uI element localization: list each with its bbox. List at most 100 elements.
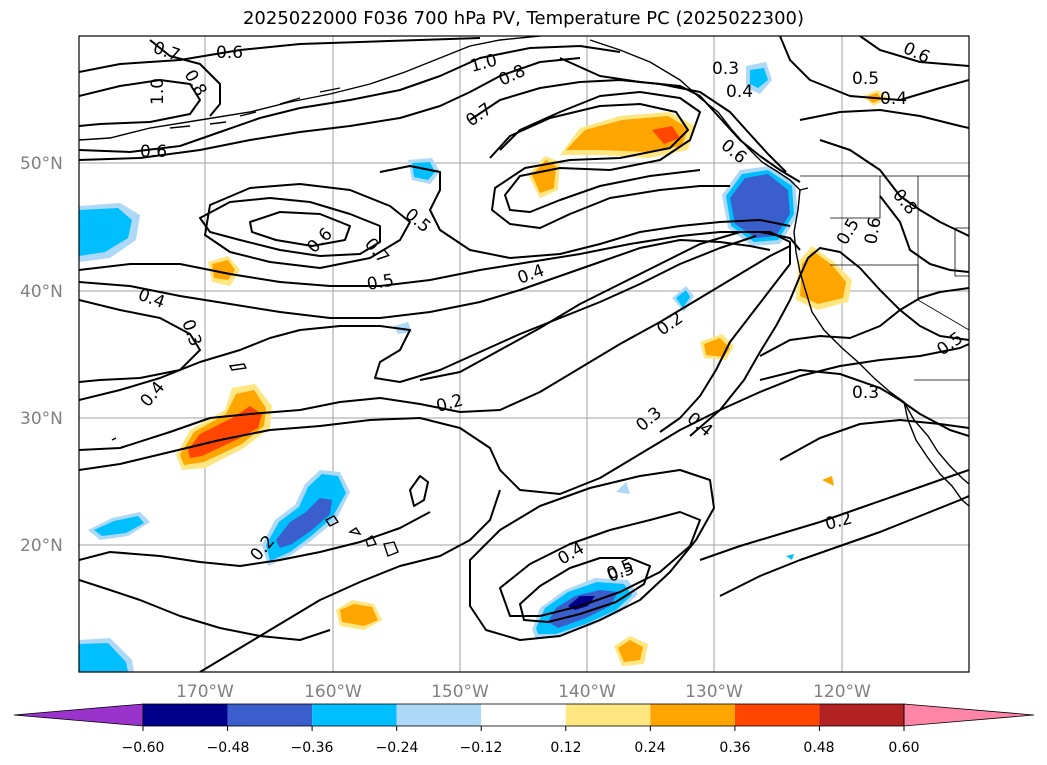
- warm-anomaly-california-core: [800, 251, 846, 304]
- map-title: 2025022000 F036 700 hPa PV, Temperature …: [242, 8, 805, 29]
- colorbar-segment: [650, 704, 735, 726]
- lon-label-120w: 120°W: [813, 682, 871, 702]
- pv-contour-small-loop: [409, 475, 429, 507]
- warm-anomaly-tiny: [822, 476, 834, 486]
- pv-contour-canada: [819, 139, 969, 237]
- pv-contour-0.2-south: [79, 343, 969, 495]
- contour-label: 0.4: [880, 89, 907, 109]
- colorbar-segment: [312, 704, 397, 726]
- lon-label-170w: 170°W: [176, 682, 234, 702]
- pv-contour-0.4-wave: [79, 235, 757, 401]
- warm-anomaly-small-b-core: [212, 260, 235, 280]
- pv-contour-0.3-east: [759, 369, 969, 437]
- cold-anomaly-tiny: [786, 554, 794, 560]
- map-background: [79, 36, 969, 672]
- contour-label: 0.5: [852, 69, 879, 89]
- colorbar-segment: [227, 704, 313, 726]
- pv-contour-0.8-north-b: [149, 39, 221, 117]
- contour-label: 0.3: [852, 383, 879, 403]
- colorbar-tick-label: −0.60: [122, 740, 165, 756]
- alaska-coastline: [79, 36, 541, 141]
- colorbar-frame: [142, 703, 905, 727]
- pv-contour-0.2-east: [699, 469, 969, 561]
- pv-contour-0.5-south-loop: [519, 557, 651, 623]
- lat-label-50n: 50°N: [20, 154, 63, 174]
- colorbar-tick-label: 0.48: [803, 740, 834, 756]
- contour-label: 0.5: [365, 271, 395, 295]
- pv-contour-north-top: [79, 37, 481, 73]
- colorbar-segment: [565, 704, 651, 726]
- pv-contour-0.5-mid: [379, 165, 791, 259]
- cold-anomaly-west-core: [79, 208, 132, 256]
- longitude-labels: 170°W 160°W 150°W 140°W 130°W 120°W: [176, 682, 871, 702]
- pv-contour-0.3-south-loop: [469, 469, 715, 641]
- lon-label-160w: 160°W: [304, 682, 362, 702]
- temperature-anomaly-fills: [79, 62, 888, 672]
- warm-anomaly-central-pacific-peak: [188, 406, 262, 458]
- cold-anomaly-hawaii-peak: [276, 498, 332, 548]
- colorbar-segment: [481, 704, 566, 726]
- pv-contour-nevada: [879, 195, 969, 273]
- pv-contour-0.4-south-loop: [499, 511, 701, 617]
- lon-label-150w: 150°W: [431, 682, 489, 702]
- cold-anomaly-aleutian-core: [412, 162, 435, 180]
- contour-label: 0.6: [140, 142, 167, 162]
- cold-anomaly-small-d: [616, 482, 630, 494]
- colorbar-tick-label: −0.12: [460, 740, 503, 756]
- warm-anomaly-gulf-alaska-core: [566, 116, 688, 152]
- contour-label: 0.6: [861, 216, 885, 246]
- pv-contour-northeast-b: [799, 109, 969, 129]
- aleutian-islands: [169, 87, 341, 129]
- cold-anomaly-small-a-core: [676, 290, 690, 308]
- lon-label-140w: 140°W: [558, 682, 616, 702]
- warm-anomaly-small-c-core: [704, 338, 730, 357]
- pv-contour-0.4-east: [689, 247, 969, 437]
- colorbar-tick-label: 0.24: [634, 740, 665, 756]
- pv-contour-0.5-band: [79, 231, 801, 287]
- pv-contour-1.0-north: [79, 79, 201, 127]
- pv-contour-0.8-low: [199, 197, 381, 257]
- colorbar-tick-label: 0.12: [550, 740, 581, 756]
- colorbar-tick-labels: −0.60 −0.48 −0.36 −0.24 −0.12 0.12 0.24 …: [122, 740, 920, 756]
- colorbar-tick-label: −0.36: [291, 740, 334, 756]
- north-america-west-coast: [793, 189, 969, 485]
- warm-anomaly-gulf-alaska-peak: [652, 126, 680, 144]
- colorbar-extend-high: [903, 703, 1035, 727]
- pv-contour-0.2-west-low: [79, 579, 331, 641]
- cold-anomaly-small-c-core: [94, 516, 144, 536]
- colorbar-extend-low: [13, 703, 144, 727]
- lon-label-130w: 130°W: [685, 682, 743, 702]
- pv-contour-0.6-north: [79, 57, 581, 161]
- warm-anomaly-small-a-core: [532, 160, 556, 193]
- pv-contour-0.7: [469, 79, 787, 173]
- pv-contour-0.2-southeast: [719, 495, 969, 597]
- map-frame: [78, 35, 970, 673]
- cold-anomaly-bottom-left-core: [79, 643, 128, 672]
- pv-contour-gulf-alaska-inner: [489, 103, 730, 229]
- coastlines: [79, 36, 969, 557]
- colorbar-segment: [734, 704, 820, 726]
- pv-contour-0.4-band: [79, 239, 771, 319]
- pv-contour-gulf-alaska-trough: [499, 91, 701, 213]
- colorbar-tick-label: −0.24: [376, 740, 419, 756]
- lat-label-30n: 30°N: [20, 409, 63, 429]
- colorbar-tick-label: 0.60: [888, 740, 919, 756]
- pv-contour-0.6-northwest: [79, 45, 621, 153]
- colorbar-segments: [13, 703, 1035, 731]
- latitude-labels: 50°N 40°N 30°N 20°N: [20, 154, 63, 556]
- state-border-d: [954, 227, 969, 277]
- pv-contours: [79, 36, 969, 672]
- pv-contour-0.3-southeast: [779, 419, 969, 461]
- pv-contour-0.2-trough: [79, 245, 791, 451]
- pv-contour-northeast: [779, 36, 969, 101]
- pv-contour-0.6-low: [204, 183, 411, 269]
- contour-label: 0.3: [712, 59, 739, 79]
- lat-label-20n: 20°N: [20, 536, 63, 556]
- cold-anomaly-alaska-coast-core: [750, 68, 768, 88]
- pv-contour-0.7-low: [249, 211, 351, 247]
- warm-anomaly-small-e-core: [618, 640, 643, 662]
- colorbar: −0.60 −0.48 −0.36 −0.24 −0.12 0.12 0.24 …: [13, 703, 1035, 756]
- baja-coastline: [903, 401, 969, 507]
- hawaii-islands: [324, 515, 399, 557]
